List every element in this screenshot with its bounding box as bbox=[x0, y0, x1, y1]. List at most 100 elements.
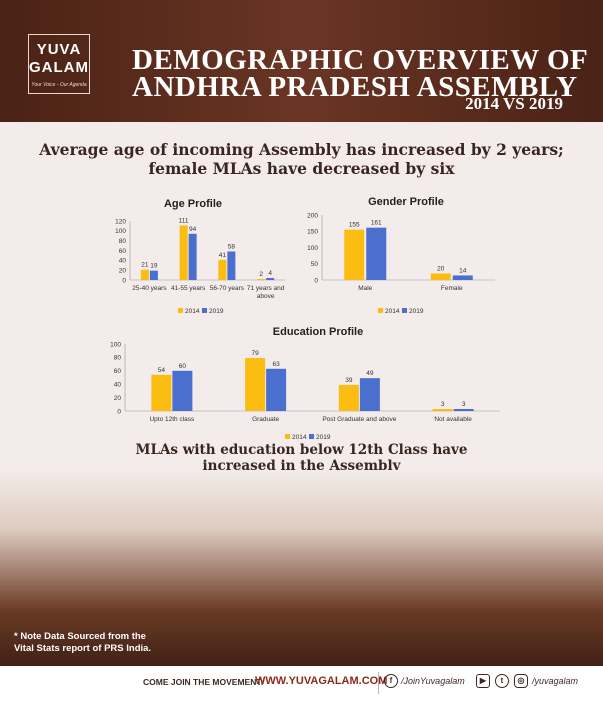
data-label: 2 bbox=[259, 271, 263, 278]
page-title-years: 2014 VS 2019 bbox=[465, 94, 563, 113]
data-label: 94 bbox=[189, 226, 197, 233]
logo-line-2: GALAM bbox=[29, 59, 89, 76]
y-tick-label: 120 bbox=[115, 218, 126, 225]
legend-label: 2014 bbox=[385, 308, 400, 315]
y-tick-label: 20 bbox=[119, 267, 127, 274]
instagram-icon[interactable]: ◎ bbox=[514, 674, 528, 688]
facebook-handle[interactable]: /JoinYuvagalam bbox=[401, 676, 465, 686]
chart-title: Education Profile bbox=[273, 326, 363, 338]
chart-title: Gender Profile bbox=[368, 196, 444, 208]
bar-2019 bbox=[172, 370, 193, 411]
data-label: 54 bbox=[158, 367, 166, 374]
y-tick-label: 0 bbox=[117, 408, 121, 415]
x-tick-label: Not available bbox=[434, 416, 472, 423]
bar-2019 bbox=[227, 251, 236, 280]
data-label: 20 bbox=[437, 266, 445, 273]
data-label: 49 bbox=[366, 370, 374, 377]
source-note: * Note Data Sourced from the Vital Stats… bbox=[14, 631, 151, 655]
headline-line-2: female MLAs have decreased by six bbox=[148, 159, 455, 178]
bar-2019 bbox=[453, 408, 474, 411]
data-label: 58 bbox=[228, 243, 236, 250]
header-banner: YUVA GALAM Your Voice - Our Agenda DEMOG… bbox=[0, 0, 603, 122]
bar-2019 bbox=[188, 233, 197, 280]
data-label: 4 bbox=[268, 270, 272, 277]
logo-line-1: YUVA bbox=[36, 41, 82, 58]
y-tick-label: 60 bbox=[114, 368, 122, 375]
y-tick-label: 80 bbox=[114, 355, 122, 362]
data-label: 155 bbox=[349, 222, 360, 229]
social-handle[interactable]: /yuvagalam bbox=[532, 676, 579, 686]
facebook-icon[interactable]: f bbox=[384, 674, 398, 688]
bar-2014 bbox=[430, 273, 451, 280]
website-link[interactable]: WWW.YUVAGALAM.COM bbox=[255, 675, 388, 687]
y-tick-label: 40 bbox=[119, 258, 127, 265]
data-label: 79 bbox=[252, 350, 260, 357]
y-tick-label: 40 bbox=[114, 382, 122, 389]
data-label: 63 bbox=[273, 361, 281, 368]
legend-swatch-2019 bbox=[202, 308, 207, 313]
assembly-hall-image bbox=[0, 470, 603, 670]
subheadline-line-1: MLAs with education below 12th Class hav… bbox=[135, 442, 468, 458]
source-note-line-2: Vital Stats report of PRS India. bbox=[14, 643, 152, 654]
bar-2019 bbox=[266, 278, 275, 280]
headline-line-1: Average age of incoming Assembly has inc… bbox=[39, 140, 564, 159]
bar-2019 bbox=[452, 275, 473, 280]
headline: Average age of incoming Assembly has inc… bbox=[0, 140, 603, 178]
bar-2014 bbox=[257, 279, 266, 280]
data-label: 19 bbox=[150, 263, 158, 270]
bar-2014 bbox=[245, 358, 266, 411]
legend-swatch-2014 bbox=[178, 308, 183, 313]
x-tick-label: Male bbox=[358, 285, 372, 292]
footer-divider bbox=[378, 672, 379, 694]
legend-swatch-2019 bbox=[402, 308, 407, 313]
data-label: 60 bbox=[179, 363, 187, 370]
bar-2019 bbox=[266, 368, 287, 411]
twitter-icon[interactable]: t bbox=[495, 674, 509, 688]
bar-2014 bbox=[151, 374, 172, 411]
x-tick-label: Upto 12th class bbox=[149, 416, 195, 423]
bar-2019 bbox=[366, 227, 387, 280]
bar-2014 bbox=[140, 269, 149, 280]
data-label: 161 bbox=[371, 220, 382, 227]
yuvagalam-logo: YUVA GALAM Your Voice - Our Agenda bbox=[28, 34, 90, 94]
data-label: 39 bbox=[345, 377, 353, 384]
data-label: 14 bbox=[459, 267, 467, 274]
youtube-icon[interactable]: ▶ bbox=[476, 674, 490, 688]
y-tick-label: 150 bbox=[307, 229, 318, 236]
bar-2014 bbox=[218, 259, 227, 280]
x-tick-label: 41-55 years bbox=[171, 285, 206, 292]
come-join-label: COME JOIN THE MOVEMENT: bbox=[143, 677, 264, 687]
legend-label: 2019 bbox=[316, 434, 331, 441]
education-profile-chart: Education Profile 0 20 40 60 80 100 54 60 Upto 12… bbox=[110, 326, 500, 441]
legend-label: 2019 bbox=[209, 308, 224, 315]
y-tick-label: 0 bbox=[314, 277, 318, 284]
bar-2014 bbox=[338, 384, 359, 411]
bar-2014 bbox=[344, 229, 365, 280]
x-tick-label: above bbox=[257, 293, 275, 300]
y-tick-label: 100 bbox=[110, 341, 121, 348]
bar-2014 bbox=[432, 408, 453, 411]
x-tick-label: Graduate bbox=[252, 416, 279, 423]
footer: COME JOIN THE MOVEMENT: WWW.YUVAGALAM.CO… bbox=[0, 666, 603, 702]
y-tick-label: 100 bbox=[115, 228, 126, 235]
y-tick-label: 200 bbox=[307, 212, 318, 219]
y-tick-label: 60 bbox=[119, 248, 127, 255]
y-tick-label: 0 bbox=[122, 277, 126, 284]
x-tick-label: 56-70 years bbox=[210, 285, 245, 292]
legend-swatch-2014 bbox=[285, 434, 290, 439]
bar-2019 bbox=[359, 378, 380, 411]
x-tick-label: 71 years and bbox=[247, 285, 285, 292]
x-tick-label: Female bbox=[441, 285, 463, 292]
bar-2014 bbox=[179, 225, 188, 280]
y-tick-label: 80 bbox=[119, 238, 127, 245]
data-label: 3 bbox=[441, 401, 445, 408]
x-tick-label: 25-40 years bbox=[132, 285, 167, 292]
age-profile-chart: Age Profile 0 20 40 60 80 100 120 21 19 25-40 year… bbox=[115, 198, 285, 315]
legend-label: 2019 bbox=[409, 308, 424, 315]
x-tick-label: Post Graduate and above bbox=[322, 416, 396, 423]
source-note-line-1: * Note Data Sourced from the bbox=[14, 631, 146, 642]
y-tick-label: 20 bbox=[114, 395, 122, 402]
data-label: 3 bbox=[462, 401, 466, 408]
data-label: 41 bbox=[219, 252, 227, 259]
